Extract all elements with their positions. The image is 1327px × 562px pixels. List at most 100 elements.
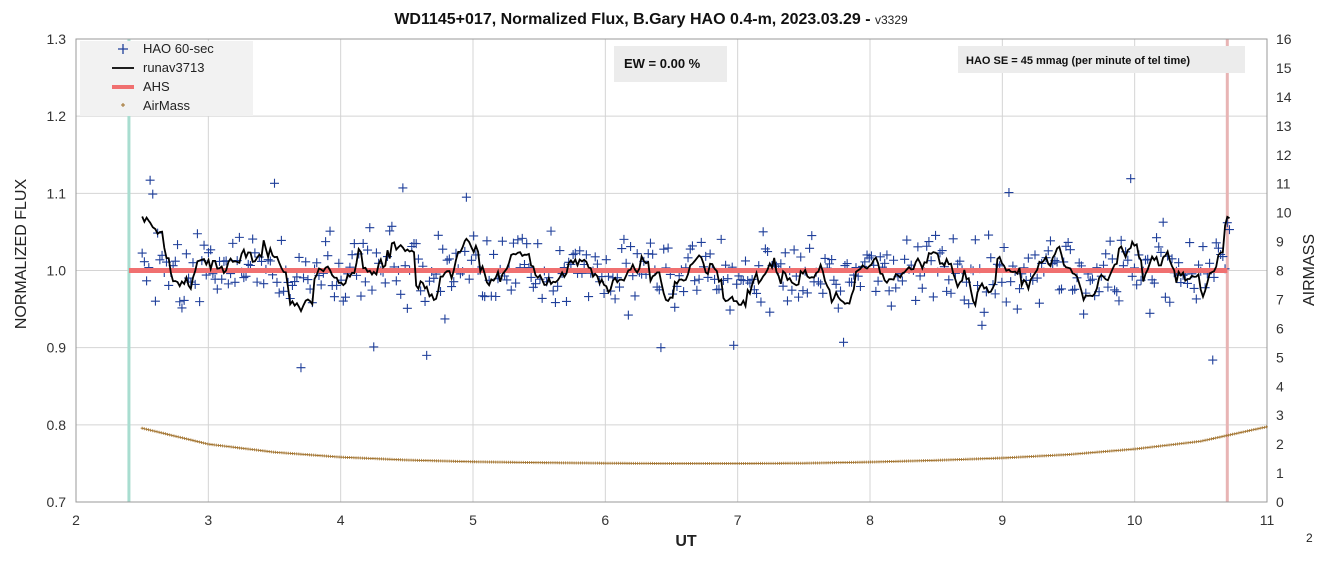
airmass-point — [174, 434, 178, 438]
airmass-point — [187, 437, 191, 441]
flux-point — [716, 234, 726, 244]
flux-point — [526, 272, 536, 282]
flux-point — [601, 255, 611, 265]
y2-tick-label: 14 — [1276, 89, 1292, 105]
flux-point — [444, 254, 454, 264]
x-tick-label: 4 — [337, 512, 345, 528]
flux-point — [1105, 236, 1115, 246]
flux-point — [270, 178, 279, 188]
flux-point — [296, 363, 306, 373]
flux-point — [942, 286, 952, 296]
y2-tick-label: 7 — [1276, 291, 1284, 307]
flux-point — [917, 283, 927, 293]
flux-point — [743, 276, 753, 286]
flux-point — [292, 272, 302, 282]
flux-point — [763, 247, 773, 257]
flux-point — [234, 232, 244, 242]
y2-tick-label: 6 — [1276, 320, 1284, 336]
flux-point — [656, 343, 666, 353]
flux-point — [829, 275, 839, 285]
flux-point — [239, 273, 249, 283]
airmass-point — [1218, 435, 1222, 439]
flux-point — [1156, 247, 1166, 257]
flux-point — [466, 255, 476, 265]
runav-series — [141, 215, 1230, 314]
airmass-point — [1216, 436, 1220, 440]
airmass-point — [185, 437, 189, 441]
flux-point — [911, 295, 921, 305]
flux-point — [356, 291, 366, 301]
flux-point — [880, 258, 890, 268]
x-tick-label: 3 — [204, 512, 212, 528]
flux-point — [897, 276, 907, 286]
airmass-point — [1252, 428, 1256, 432]
flux-point — [332, 280, 342, 290]
flux-point — [581, 250, 591, 260]
plot-area-frame — [75, 38, 1268, 503]
airmass-point — [140, 426, 144, 430]
flux-point — [323, 251, 333, 261]
flux-point — [670, 302, 680, 312]
flux-point — [679, 287, 689, 297]
airmass-point — [1237, 431, 1241, 435]
flux-point — [630, 291, 640, 301]
flux-point — [1057, 284, 1067, 294]
flux-point — [839, 337, 849, 347]
flux-point — [1198, 242, 1208, 252]
flux-point — [464, 274, 474, 284]
flux-point — [1103, 282, 1113, 292]
y2-tick-label: 8 — [1276, 263, 1284, 279]
flux-point — [548, 286, 558, 296]
flux-point — [1001, 297, 1011, 307]
flux-point — [177, 303, 187, 313]
airmass-point — [189, 438, 193, 442]
flux-point — [1068, 285, 1078, 295]
flux-point — [948, 234, 958, 244]
flux-point — [926, 256, 936, 266]
flux-point — [970, 235, 980, 245]
airmass-series — [140, 425, 1268, 466]
legend-box — [80, 41, 253, 116]
flux-point — [603, 271, 613, 281]
airmass-point — [155, 430, 159, 434]
flux-point — [206, 245, 216, 255]
flux-point — [1063, 237, 1073, 247]
flux-point — [1012, 304, 1022, 314]
se-annotation: HAO SE = 45 mmag (per minute of tel time… — [958, 46, 1245, 73]
flux-point — [610, 294, 620, 304]
airmass-point — [161, 431, 165, 435]
flux-point — [1114, 296, 1124, 306]
legend-item-ahs: AHS — [112, 79, 170, 94]
flux-point — [683, 253, 693, 263]
ew-box — [614, 46, 727, 82]
airmass-point — [153, 429, 157, 433]
flux-point — [1149, 278, 1159, 288]
chart-title-main: WD1145+017, Normalized Flux, B.Gary HAO … — [394, 11, 875, 28]
flux-point — [513, 235, 523, 245]
flux-point — [1160, 292, 1170, 302]
flux-point — [1079, 309, 1089, 319]
airmass-point — [1254, 427, 1258, 431]
x-tick-label: 7 — [734, 512, 742, 528]
airmass-point — [1231, 432, 1235, 436]
flux-point — [1023, 253, 1033, 263]
flux-point — [301, 257, 311, 267]
flux-point — [944, 275, 954, 285]
flux-point — [990, 289, 1000, 299]
flux-point — [1116, 235, 1126, 245]
airmass-point — [1250, 428, 1254, 432]
x-tick-label: 6 — [601, 512, 609, 528]
flux-point — [561, 296, 571, 306]
dot-marker-icon — [121, 103, 125, 107]
airmass-point — [1207, 437, 1211, 441]
flux-point — [694, 274, 704, 284]
chart-title-version: v3329 — [875, 13, 908, 27]
flux-point — [491, 291, 501, 301]
flux-point — [765, 307, 775, 317]
airmass-point — [1235, 431, 1239, 435]
flux-point — [411, 239, 421, 249]
flux-point — [959, 295, 969, 305]
flux-point — [433, 230, 443, 240]
airmass-point — [204, 441, 208, 445]
flux-point — [137, 248, 147, 258]
